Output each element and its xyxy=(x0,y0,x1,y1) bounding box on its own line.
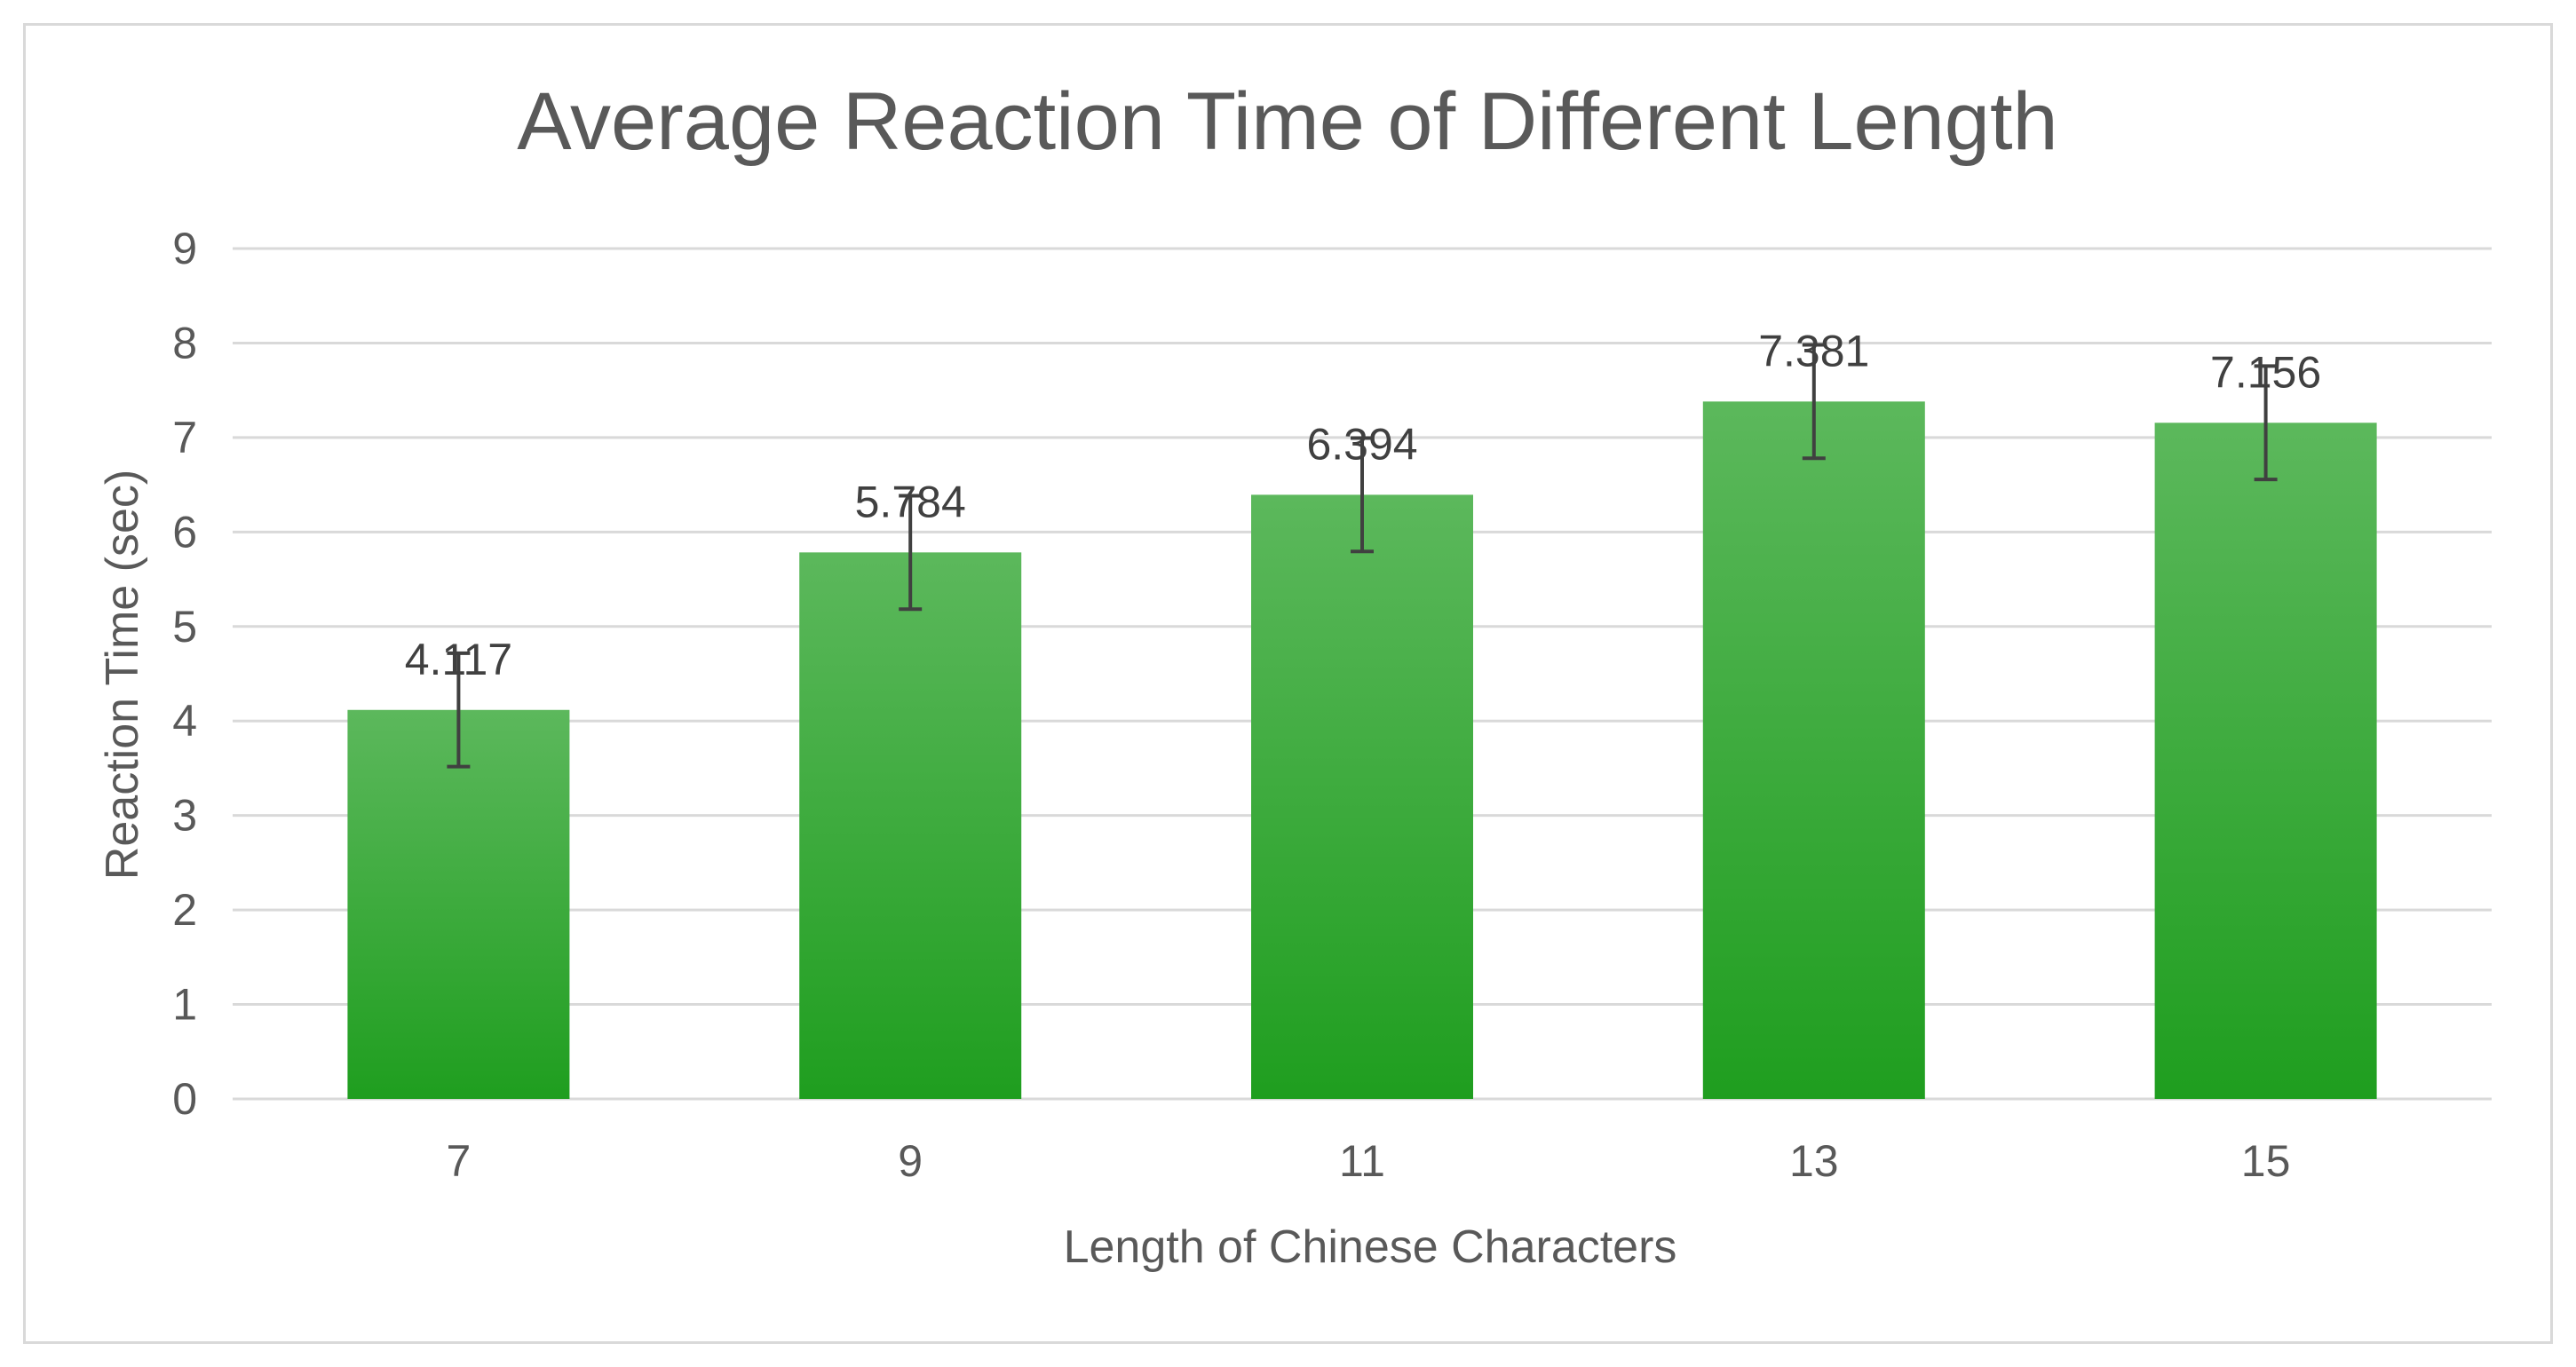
x-axis-title: Length of Chinese Characters xyxy=(1064,1221,1677,1273)
y-tick-label: 9 xyxy=(172,224,197,273)
y-tick-label: 3 xyxy=(172,791,197,841)
error-bar xyxy=(1351,436,1374,554)
y-tick-label: 1 xyxy=(172,980,197,1030)
y-tick-label: 8 xyxy=(172,318,197,367)
data-label: 6.394 xyxy=(1306,419,1417,469)
x-axis-tick-labels: 7 9 11 13 15 xyxy=(446,1136,2290,1186)
y-tick-label: 0 xyxy=(172,1074,197,1124)
x-tick-label: 7 xyxy=(446,1136,471,1186)
x-tick-label: 9 xyxy=(898,1136,923,1186)
x-tick-label: 13 xyxy=(1789,1136,1839,1186)
error-bar xyxy=(2254,364,2278,482)
x-tick-label: 11 xyxy=(1339,1136,1385,1186)
bar xyxy=(1702,401,1925,1099)
chart-title: Average Reaction Time of Different Lengt… xyxy=(517,76,2057,167)
y-tick-label: 6 xyxy=(172,507,197,557)
data-label: 4.117 xyxy=(405,635,512,684)
gridlines xyxy=(233,247,2492,1101)
error-bar xyxy=(1802,343,1826,461)
error-bar xyxy=(447,651,471,769)
y-tick-label: 2 xyxy=(172,885,197,935)
x-tick-label: 15 xyxy=(2241,1136,2291,1186)
bar xyxy=(1251,494,1473,1099)
y-tick-label: 4 xyxy=(172,696,197,746)
data-label: 7.381 xyxy=(1758,326,1869,375)
data-label: 7.156 xyxy=(2210,347,2321,397)
bars xyxy=(347,401,2377,1099)
bar xyxy=(2154,423,2377,1099)
bar xyxy=(347,709,570,1099)
y-axis-title: Reaction Time (sec) xyxy=(97,470,148,880)
y-axis-tick-labels: 0 1 2 3 4 5 6 7 8 9 xyxy=(172,224,197,1124)
data-label: 5.784 xyxy=(855,477,966,526)
error-bar xyxy=(899,494,923,612)
bar xyxy=(799,552,1022,1099)
data-labels: 4.117 5.784 6.394 7.381 7.156 xyxy=(405,326,2321,684)
y-tick-label: 5 xyxy=(172,602,197,652)
error-bars xyxy=(447,343,2278,769)
y-tick-label: 7 xyxy=(172,413,197,462)
